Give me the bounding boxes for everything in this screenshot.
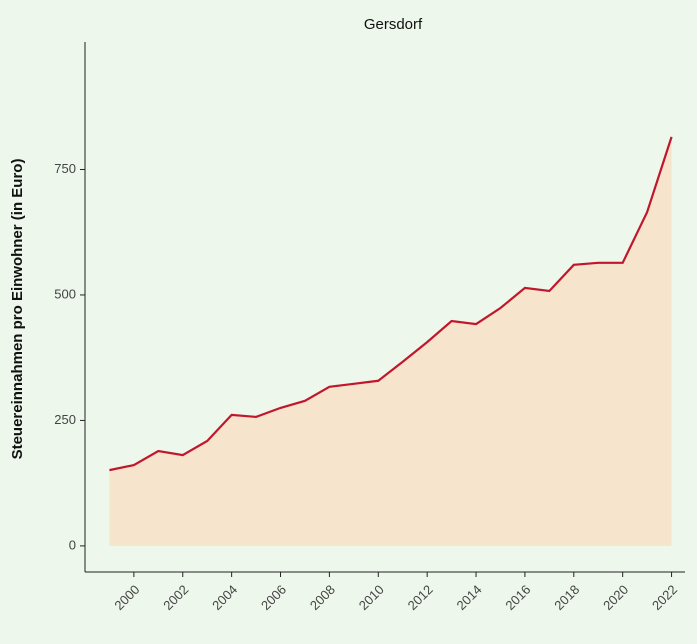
area (109, 136, 672, 546)
y-tick-label: 250 (54, 412, 76, 427)
y-tick-label: 750 (54, 161, 76, 176)
y-tick-label: 0 (69, 537, 76, 552)
y-tick-label: 500 (54, 286, 76, 301)
chart-title: Gersdorf (364, 16, 423, 33)
line (109, 136, 673, 472)
y-axis-label: Steuereinnahmen pro Einwohner (in Euro) (9, 159, 26, 460)
